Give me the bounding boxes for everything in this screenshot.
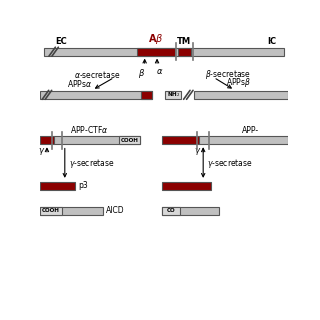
Bar [165, 91, 181, 99]
Text: APPs$\beta$: APPs$\beta$ [226, 76, 251, 89]
Text: $\gamma$-secretase: $\gamma$-secretase [68, 157, 114, 170]
Bar [44, 48, 284, 56]
Text: $\alpha$: $\alpha$ [156, 68, 164, 76]
Text: COOH: COOH [42, 208, 60, 213]
Text: EC: EC [55, 37, 67, 46]
Bar [199, 136, 288, 144]
Text: $\gamma$: $\gamma$ [194, 146, 201, 157]
Bar [40, 207, 62, 215]
Text: $\gamma$: $\gamma$ [38, 146, 45, 157]
Bar [141, 91, 152, 99]
Text: CO: CO [166, 208, 175, 213]
Text: $\beta$: $\beta$ [138, 68, 145, 80]
Text: A$\beta$: A$\beta$ [148, 32, 163, 46]
Text: $\gamma$-secretase: $\gamma$-secretase [207, 157, 253, 170]
Text: AICD: AICD [106, 206, 125, 215]
Bar [162, 182, 211, 190]
Bar [162, 207, 219, 215]
Bar [40, 91, 152, 99]
Text: COOH: COOH [121, 138, 139, 143]
Text: $\alpha$-secretase: $\alpha$-secretase [74, 68, 120, 80]
Bar [40, 207, 103, 215]
Bar [119, 136, 140, 144]
Text: APP-CTF$\alpha$: APP-CTF$\alpha$ [70, 124, 109, 135]
Text: IC: IC [267, 37, 276, 46]
Bar [178, 48, 191, 56]
Text: APP-: APP- [242, 126, 260, 135]
Bar [137, 48, 175, 56]
Text: $\beta$-secretase: $\beta$-secretase [205, 68, 252, 81]
Bar [54, 136, 140, 144]
Text: APPs$\alpha$: APPs$\alpha$ [67, 78, 92, 89]
Bar [40, 136, 54, 144]
Bar [162, 207, 180, 215]
Bar [40, 182, 75, 190]
Bar [194, 91, 288, 99]
Text: NH$_2$: NH$_2$ [167, 90, 180, 99]
Text: p3: p3 [78, 181, 88, 190]
Text: TM: TM [177, 37, 191, 46]
Bar [162, 136, 199, 144]
